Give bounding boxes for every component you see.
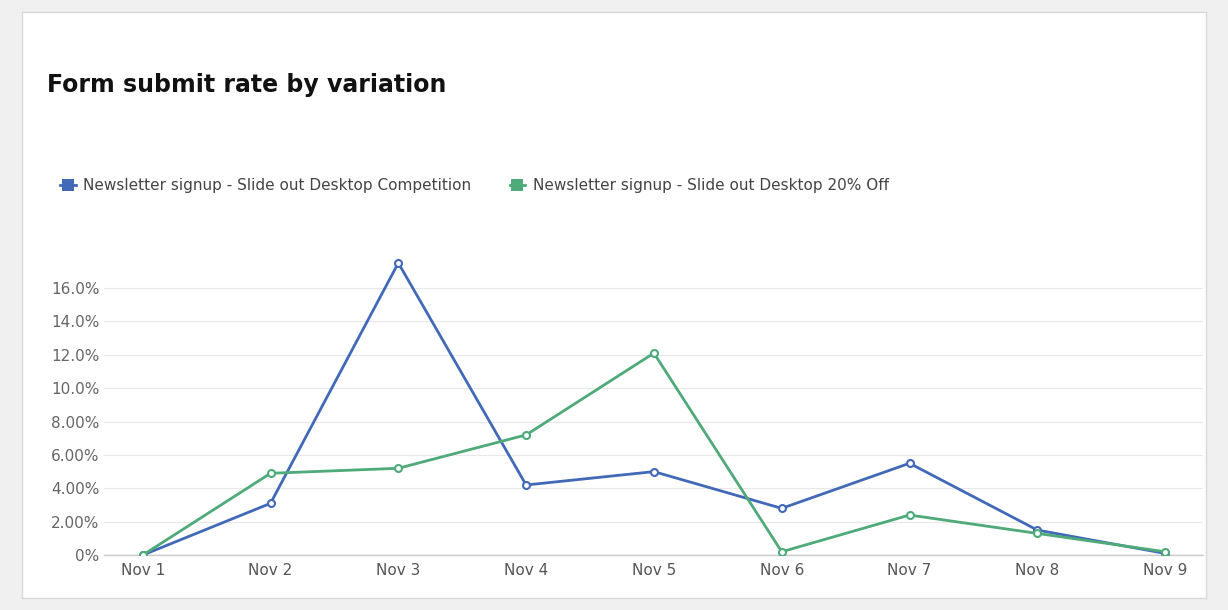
Newsletter signup - Slide out Desktop 20% Off — [903, 511, 917, 518]
Newsletter signup - Slide out Desktop Competition — [903, 459, 917, 467]
Newsletter signup - Slide out Desktop 20% Off — [518, 431, 533, 439]
Newsletter signup - Slide out Desktop Competition — [1158, 550, 1173, 557]
Newsletter signup - Slide out Desktop Competition — [391, 259, 405, 267]
Newsletter signup - Slide out Desktop Competition — [1030, 526, 1045, 534]
Newsletter signup - Slide out Desktop Competition — [135, 551, 150, 559]
Newsletter signup - Slide out Desktop Competition — [263, 500, 278, 507]
Newsletter signup - Slide out Desktop 20% Off — [391, 465, 405, 472]
Newsletter signup - Slide out Desktop Competition — [775, 504, 790, 512]
Text: Form submit rate by variation: Form submit rate by variation — [47, 73, 446, 97]
Line: Newsletter signup - Slide out Desktop 20% Off: Newsletter signup - Slide out Desktop 20… — [139, 350, 1169, 559]
Newsletter signup - Slide out Desktop 20% Off — [263, 470, 278, 477]
Newsletter signup - Slide out Desktop 20% Off — [1030, 529, 1045, 537]
Line: Newsletter signup - Slide out Desktop Competition: Newsletter signup - Slide out Desktop Co… — [139, 259, 1169, 559]
Newsletter signup - Slide out Desktop Competition — [646, 468, 661, 475]
Newsletter signup - Slide out Desktop 20% Off — [1158, 548, 1173, 556]
Legend: Newsletter signup - Slide out Desktop Competition, Newsletter signup - Slide out: Newsletter signup - Slide out Desktop Co… — [54, 173, 895, 199]
Newsletter signup - Slide out Desktop 20% Off — [135, 551, 150, 559]
Newsletter signup - Slide out Desktop 20% Off — [646, 350, 661, 357]
Newsletter signup - Slide out Desktop 20% Off — [775, 548, 790, 556]
Newsletter signup - Slide out Desktop Competition — [518, 481, 533, 489]
